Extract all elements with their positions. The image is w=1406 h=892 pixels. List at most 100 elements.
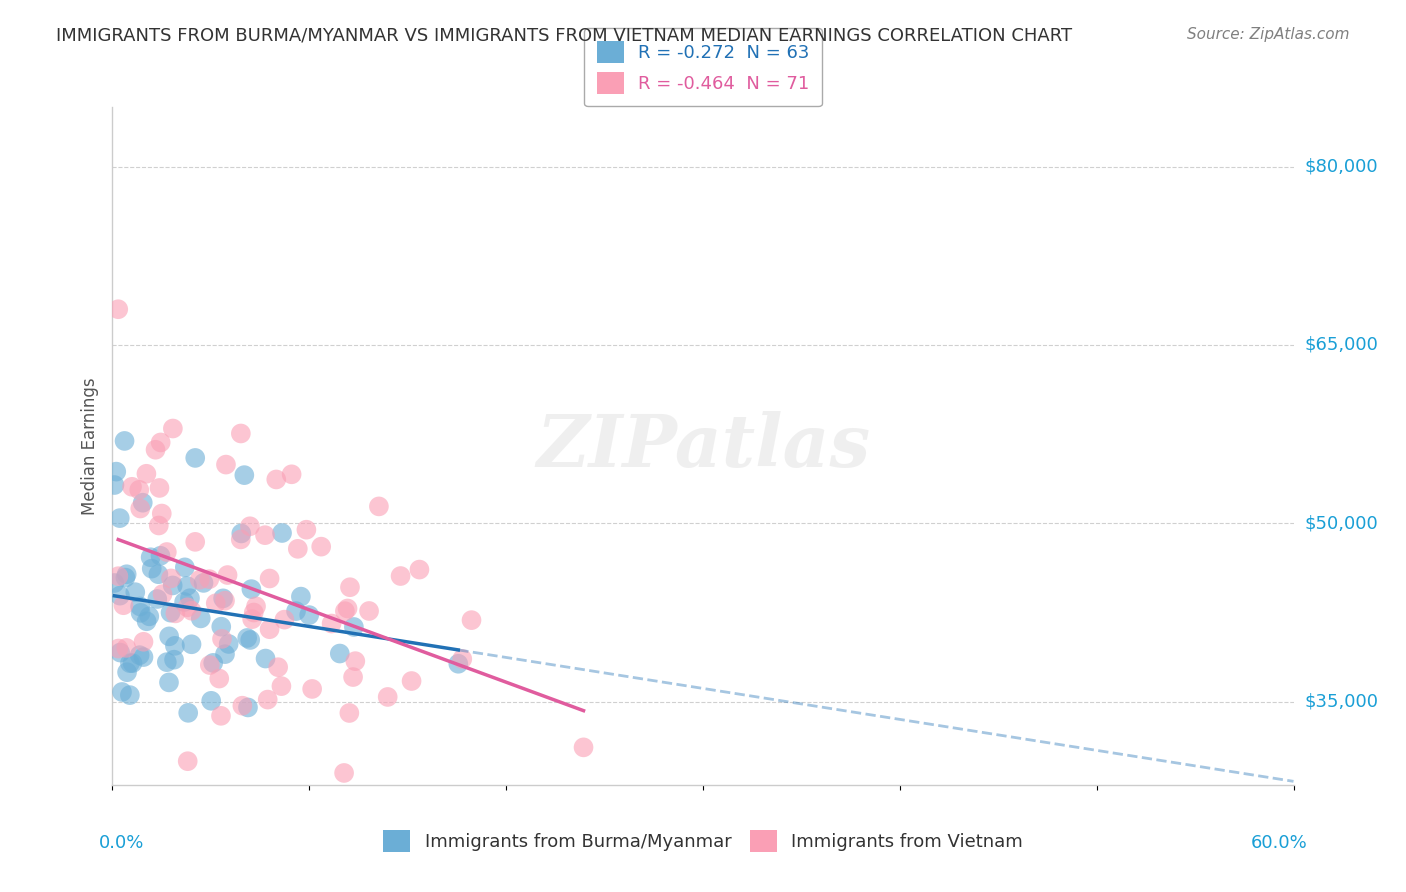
Y-axis label: Median Earnings: Median Earnings (80, 377, 98, 515)
Text: Source: ZipAtlas.com: Source: ZipAtlas.com (1187, 27, 1350, 42)
Point (107, 641, 129, 656)
Point (214, 647, 236, 661)
Point (159, 606, 181, 620)
Point (135, 467, 157, 481)
Point (240, 582, 263, 596)
Point (177, 706, 200, 720)
Point (128, 483, 150, 497)
Point (193, 575, 215, 590)
Point (112, 598, 135, 612)
Point (173, 560, 195, 574)
Point (339, 580, 361, 594)
Point (176, 600, 198, 615)
Point (295, 523, 318, 537)
Point (239, 519, 262, 533)
Point (156, 545, 179, 559)
Point (287, 541, 309, 556)
Point (165, 607, 187, 621)
Point (209, 708, 232, 723)
Point (460, 613, 482, 627)
Point (285, 604, 308, 618)
Point (179, 591, 201, 606)
Point (229, 426, 252, 441)
Point (176, 579, 198, 593)
Point (212, 591, 235, 606)
Point (150, 507, 173, 521)
Point (280, 467, 302, 482)
Point (337, 706, 360, 720)
Point (229, 533, 252, 547)
Point (103, 576, 125, 591)
Point (270, 679, 292, 693)
Point (146, 592, 169, 607)
Point (336, 601, 359, 615)
Point (163, 639, 186, 653)
Point (343, 620, 366, 634)
Point (321, 616, 343, 631)
Point (309, 540, 332, 554)
Legend: Immigrants from Burma/Myanmar, Immigrants from Vietnam: Immigrants from Burma/Myanmar, Immigrant… (371, 818, 1035, 865)
Point (344, 654, 367, 668)
Point (115, 640, 138, 655)
Point (239, 632, 262, 647)
Point (217, 568, 239, 582)
Point (271, 526, 294, 541)
Point (451, 652, 474, 666)
Point (124, 585, 146, 599)
Point (259, 622, 281, 636)
Text: 60.0%: 60.0% (1251, 834, 1308, 852)
Point (107, 569, 129, 583)
Point (149, 549, 172, 563)
Point (135, 614, 157, 628)
Point (108, 511, 131, 525)
Point (256, 692, 278, 706)
Point (447, 657, 470, 671)
Point (290, 590, 312, 604)
Point (173, 595, 195, 609)
Point (129, 501, 152, 516)
Point (184, 450, 207, 465)
Text: $50,000: $50,000 (1305, 515, 1378, 533)
Point (114, 434, 136, 448)
Point (301, 681, 323, 696)
Point (214, 593, 236, 607)
Point (329, 647, 352, 661)
Point (298, 608, 321, 623)
Point (162, 421, 184, 435)
Point (333, 766, 356, 780)
Text: ZIPatlas: ZIPatlas (536, 410, 870, 482)
Text: $65,000: $65,000 (1305, 336, 1378, 354)
Point (333, 604, 356, 618)
Point (108, 646, 131, 660)
Point (231, 698, 253, 713)
Point (190, 611, 212, 625)
Text: $35,000: $35,000 (1305, 693, 1379, 711)
Point (264, 473, 287, 487)
Point (118, 656, 141, 670)
Point (208, 672, 231, 686)
Point (132, 496, 155, 510)
Point (121, 480, 143, 494)
Point (377, 690, 399, 704)
Point (139, 550, 162, 565)
Point (209, 620, 232, 634)
Point (180, 604, 202, 618)
Point (152, 587, 174, 601)
Point (236, 631, 259, 645)
Point (157, 675, 180, 690)
Point (148, 567, 170, 582)
Point (218, 637, 240, 651)
Point (128, 648, 150, 662)
Point (105, 465, 128, 479)
Point (242, 606, 264, 620)
Point (163, 653, 186, 667)
Point (148, 518, 170, 533)
Point (148, 481, 170, 495)
Point (259, 572, 281, 586)
Point (107, 302, 129, 317)
Point (180, 637, 202, 651)
Point (240, 612, 263, 626)
Point (389, 569, 412, 583)
Point (253, 528, 276, 542)
Point (188, 573, 211, 587)
